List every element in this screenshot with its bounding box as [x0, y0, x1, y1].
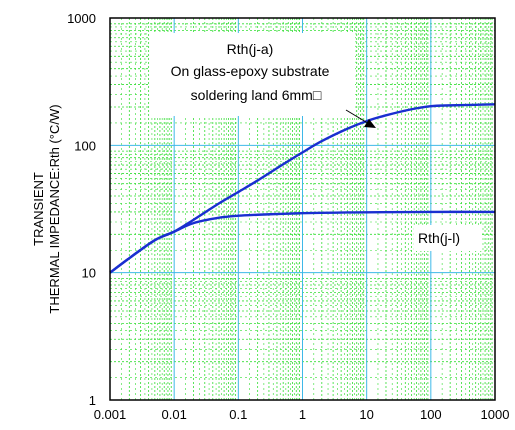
y-tick-label: 1000: [67, 11, 96, 26]
tick-labels: 0.001 0.01 0.1 1 10 100 1000 1 10 100 1000: [67, 11, 509, 422]
series-line-1: [109, 210, 496, 274]
y-tick-label: 10: [82, 266, 96, 281]
y-axis-title-line-2: THERMAL IMPEDANCE:Rth (°C/W): [47, 104, 62, 313]
x-tick-label: 1: [299, 407, 306, 422]
x-tick-label: 1000: [481, 407, 510, 422]
x-tick-label: 100: [420, 407, 442, 422]
x-tick-label: 10: [359, 407, 373, 422]
series-layer: [109, 103, 496, 274]
annotation-box: Rth(j-a) On glass-epoxy substrate solder…: [150, 33, 355, 116]
annotation-line-2: On glass-epoxy substrate: [171, 63, 330, 79]
x-tick-label: 0.01: [162, 407, 187, 422]
plot-frame: [109, 17, 496, 401]
series-label-jl: Rth(j-l): [414, 225, 482, 251]
y-axis-title: TRANSIENT THERMAL IMPEDANCE:Rth (°C/W): [31, 104, 62, 313]
y-tick-label: 100: [74, 138, 96, 153]
y-tick-label: 1: [89, 393, 96, 408]
annotation-arrow-head: [364, 119, 376, 128]
x-tick-label: 0.1: [229, 407, 247, 422]
annotation-arrow: [345, 109, 376, 128]
x-tick-label: 0.001: [94, 407, 127, 422]
annotation-line-3: soldering land 6mm□: [191, 87, 322, 103]
annotation-line-1: Rth(j-a): [227, 41, 274, 57]
series-label-jl-background: [414, 225, 482, 251]
annotation-box-background: [150, 33, 355, 116]
y-axis-title-line-1: TRANSIENT: [31, 172, 46, 246]
series-label-jl-text: Rth(j-l): [418, 230, 460, 246]
